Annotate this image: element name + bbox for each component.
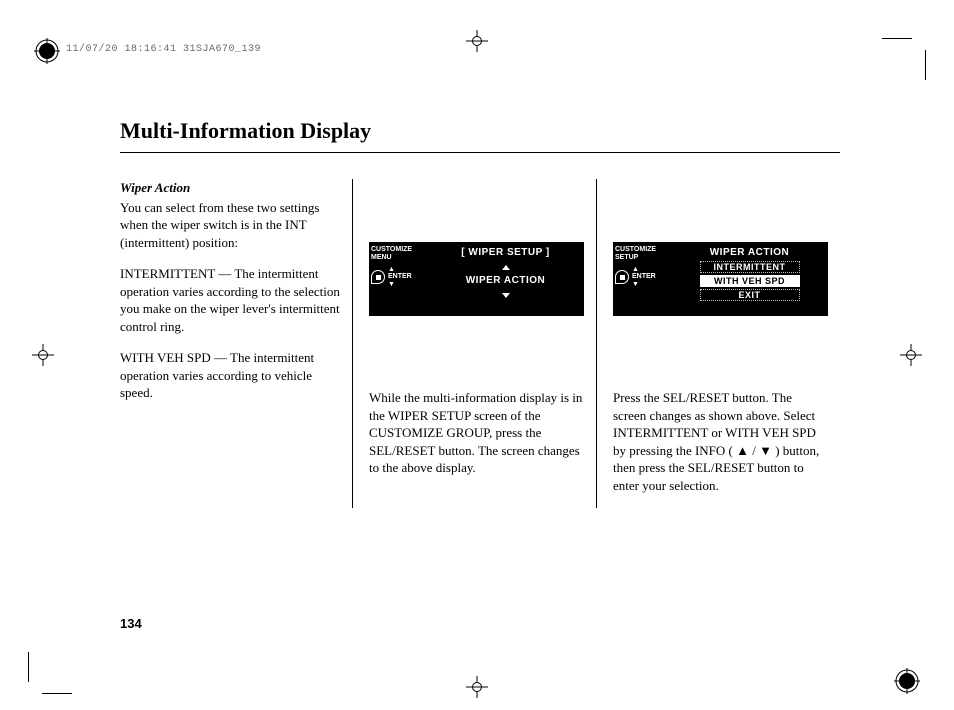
- lcd-display-wiper-setup: CUSTOMIZE MENU ▲ ENTER ▼ WIPER SETUP: [369, 242, 584, 316]
- crop-corner-bottom-left: [28, 654, 68, 694]
- column-2: CUSTOMIZE MENU ▲ ENTER ▼ WIPER SETUP: [352, 179, 596, 508]
- display-title: WIPER ACTION: [710, 246, 790, 260]
- column-3: CUSTOMIZE SETUP ▲ ENTER ▼ WIPER ACTION: [596, 179, 840, 508]
- registration-mark-top-left: [34, 38, 60, 64]
- crop-mark-left: [32, 344, 54, 366]
- crop-corner-top-right: [886, 38, 926, 78]
- option-with-veh-spd: WITH VEH SPD — The intermittent operatio…: [120, 349, 340, 402]
- crop-mark-top: [466, 30, 488, 52]
- display-menu-label: CUSTOMIZE MENU: [371, 246, 425, 262]
- enter-knob-icon: ▲ ENTER ▼: [615, 266, 669, 288]
- section-subhead: Wiper Action: [120, 179, 340, 197]
- down-arrow-icon: [502, 293, 510, 298]
- display-title: WIPER SETUP: [461, 246, 549, 260]
- crop-mark-right: [900, 344, 922, 366]
- option-intermittent: INTERMITTENT — The intermittent operatio…: [120, 265, 340, 335]
- option-lead: WITH VEH SPD: [120, 350, 211, 365]
- enter-knob-icon: ▲ ENTER ▼: [371, 266, 425, 288]
- lcd-display-wiper-action: CUSTOMIZE SETUP ▲ ENTER ▼ WIPER ACTION: [613, 242, 828, 316]
- enter-label: ENTER: [388, 273, 412, 281]
- dash: —: [211, 350, 230, 365]
- display-option-intermittent: INTERMITTENT: [700, 261, 800, 273]
- registration-mark-bottom-right: [894, 668, 920, 694]
- option-lead: INTERMITTENT: [120, 266, 215, 281]
- up-arrow-icon: [502, 265, 510, 270]
- crop-mark-bottom: [466, 676, 488, 698]
- page-title: Multi-Information Display: [120, 118, 840, 153]
- dash: —: [215, 266, 234, 281]
- header-timestamp: 11/07/20 18:16:41 31SJA670_139: [66, 44, 261, 55]
- enter-label: ENTER: [632, 273, 656, 281]
- display-option-exit: EXIT: [700, 289, 800, 301]
- column-1: Wiper Action You can select from these t…: [120, 179, 352, 508]
- display-option-with-veh-spd: WITH VEH SPD: [700, 275, 800, 287]
- display-current-line: WIPER ACTION: [433, 274, 578, 288]
- content-columns: Wiper Action You can select from these t…: [120, 179, 840, 508]
- column-3-body: Press the SEL/RESET button. The screen c…: [613, 389, 828, 494]
- display-menu-label: CUSTOMIZE SETUP: [615, 246, 669, 262]
- page-number: 134: [120, 616, 142, 631]
- intro-paragraph: You can select from these two settings w…: [120, 199, 340, 252]
- column-2-body: While the multi-information display is i…: [369, 389, 584, 477]
